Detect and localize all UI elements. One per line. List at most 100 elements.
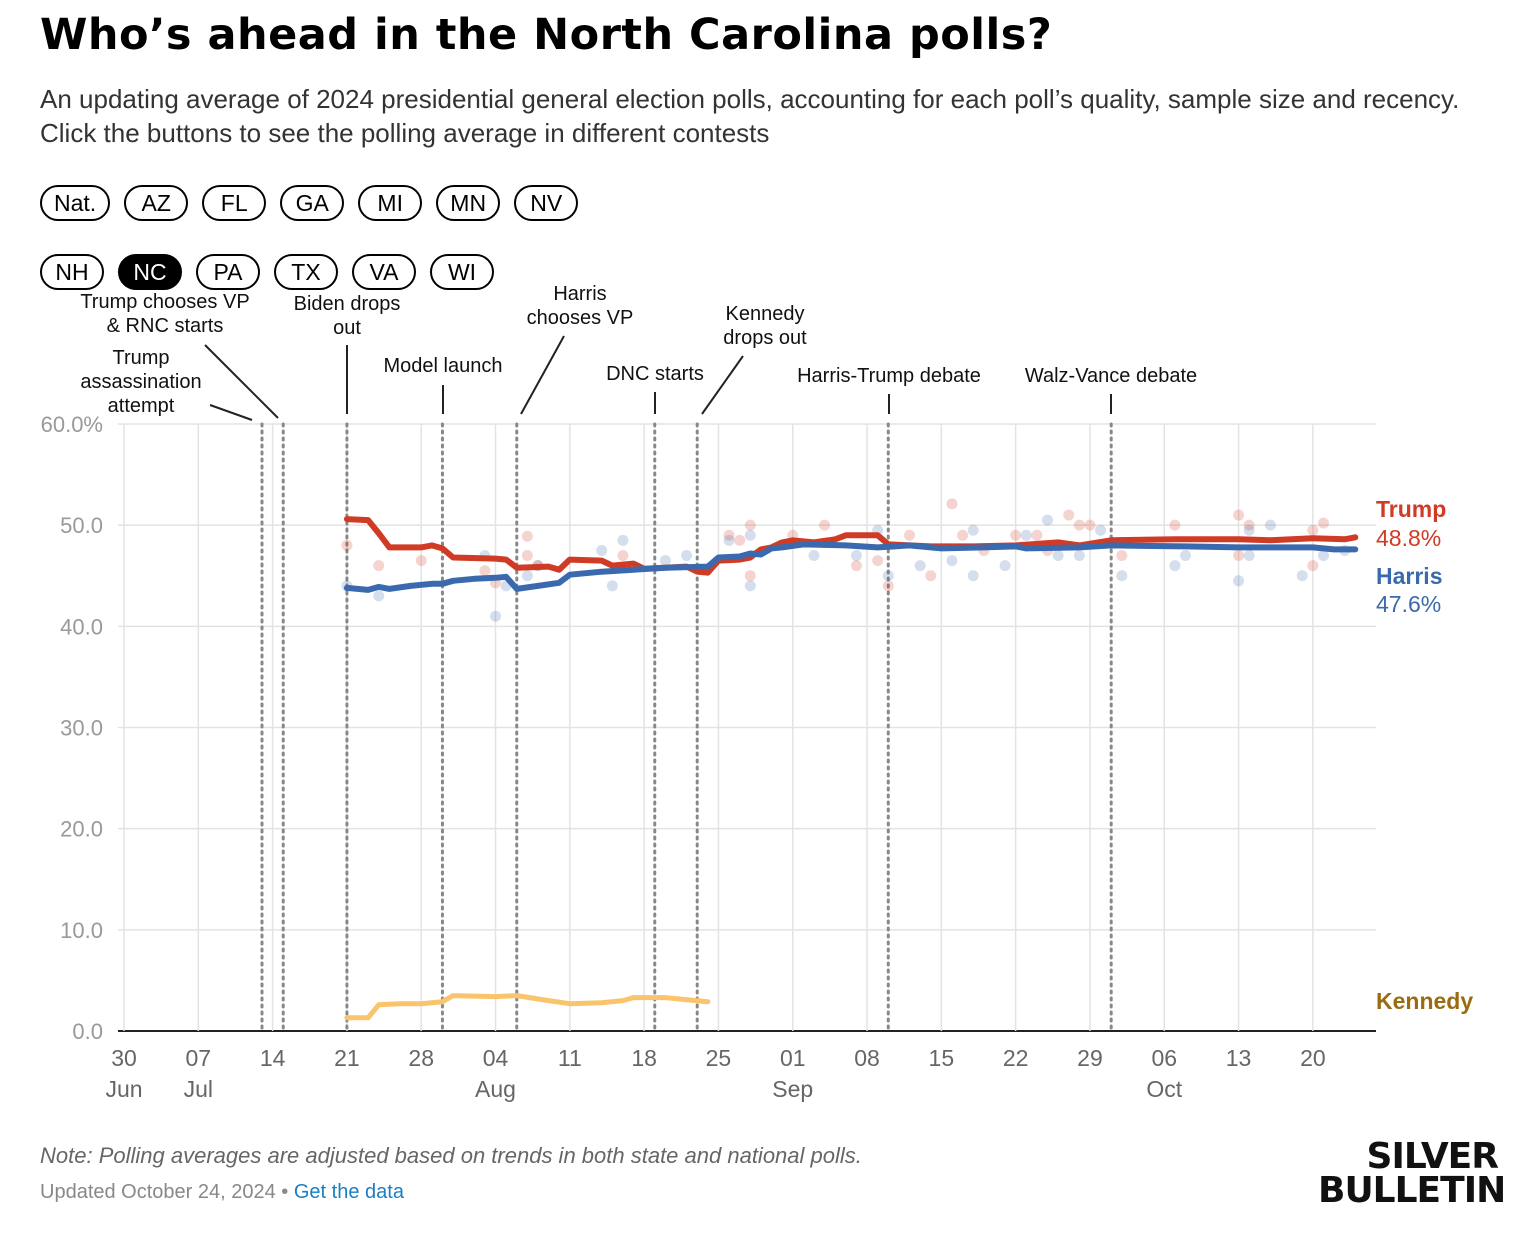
state-button-nh[interactable]: NH	[40, 254, 104, 290]
y-tick-label: 60.0%	[41, 412, 103, 437]
poll-dot-harris	[1095, 524, 1107, 536]
event-leader-line	[209, 404, 253, 421]
state-button-wi[interactable]: WI	[430, 254, 494, 290]
x-month-label: Sep	[772, 1076, 813, 1102]
event-label: Kennedy	[726, 303, 805, 325]
poll-dot-harris	[946, 555, 958, 567]
poll-dot-trump	[521, 530, 533, 542]
poll-dot-trump	[1307, 560, 1319, 572]
x-tick-label: 20	[1300, 1045, 1326, 1071]
poll-dot-harris	[659, 555, 671, 567]
poll-dot-trump	[744, 519, 756, 531]
x-month-label: Aug	[475, 1076, 516, 1102]
poll-dot-harris	[967, 570, 979, 582]
poll-dot-trump	[1073, 519, 1085, 531]
poll-dot-trump	[1063, 509, 1075, 521]
poll-dot-trump	[1233, 550, 1245, 562]
x-tick-label: 11	[558, 1045, 582, 1071]
page-title: Who’s ahead in the North Carolina polls?	[40, 10, 1053, 60]
poll-dot-trump	[1031, 529, 1043, 541]
poll-dot-harris	[1042, 514, 1054, 526]
x-tick-label: 21	[334, 1045, 360, 1071]
state-button-az[interactable]: AZ	[124, 185, 189, 221]
event-label: Biden drops	[294, 293, 401, 315]
y-tick-label: 0.0	[72, 1019, 103, 1044]
poll-dot-harris	[914, 560, 926, 572]
y-tick-label: 30.0	[60, 716, 103, 741]
legend-label-kennedy: Kennedy	[1376, 988, 1473, 1014]
state-button-va[interactable]: VA	[352, 254, 416, 290]
poll-dot-harris	[1264, 519, 1276, 531]
x-month-label: Oct	[1146, 1076, 1182, 1102]
poll-dot-trump	[415, 555, 427, 567]
poll-dot-trump	[373, 560, 385, 572]
x-month-label: Jun	[105, 1076, 142, 1102]
state-buttons-row-2: NH NC PA TX VA WI	[40, 254, 494, 290]
poll-dot-trump	[957, 529, 969, 541]
poll-dot-harris	[1243, 524, 1255, 536]
x-month-label: Jul	[184, 1076, 213, 1102]
poll-dot-harris	[1180, 550, 1191, 562]
legend-label-trump: Trump	[1376, 496, 1446, 522]
poll-dot-harris	[490, 610, 502, 622]
event-label: Walz-Vance debate	[1025, 365, 1197, 387]
poll-dot-trump	[819, 519, 831, 531]
poll-dot-harris	[1317, 550, 1329, 562]
poll-dot-trump	[872, 555, 884, 567]
state-button-nc[interactable]: NC	[118, 254, 182, 290]
poll-dot-trump	[1169, 519, 1181, 531]
poll-dot-harris	[1052, 550, 1064, 562]
state-button-pa[interactable]: PA	[196, 254, 260, 290]
poll-dot-harris	[1116, 570, 1128, 582]
poll-dot-trump	[341, 539, 353, 551]
state-button-tx[interactable]: TX	[274, 254, 338, 290]
event-label: out	[333, 317, 361, 339]
event-leader-line	[520, 335, 565, 415]
state-button-nat[interactable]: Nat.	[40, 185, 111, 221]
y-tick-label: 50.0	[60, 513, 103, 538]
state-button-mi[interactable]: MI	[358, 185, 423, 221]
final-value-trump: 48.8%	[1376, 525, 1441, 551]
x-tick-label: 30	[111, 1045, 137, 1071]
x-tick-label: 01	[780, 1045, 806, 1071]
event-label: drops out	[723, 327, 807, 349]
state-button-ga[interactable]: GA	[280, 185, 345, 221]
poll-dot-harris	[1296, 570, 1308, 582]
series-line-kennedy	[344, 993, 711, 1021]
poll-dot-trump	[1307, 524, 1319, 536]
y-tick-label: 10.0	[60, 918, 103, 943]
poll-dot-harris	[744, 580, 756, 592]
poll-dot-trump	[925, 570, 937, 582]
poll-dot-trump	[1010, 529, 1022, 541]
x-tick-label: 15	[929, 1045, 955, 1071]
event-label: assassination	[80, 371, 201, 393]
poll-dot-harris	[617, 534, 629, 546]
state-button-nv[interactable]: NV	[514, 185, 579, 221]
poll-dot-trump	[946, 498, 958, 510]
poll-dot-trump	[734, 534, 746, 546]
event-label: Trump	[112, 347, 169, 369]
event-label: Harris-Trump debate	[797, 365, 981, 387]
x-tick-label: 18	[631, 1045, 657, 1071]
y-tick-label: 40.0	[60, 614, 103, 639]
event-label: chooses VP	[527, 307, 634, 329]
poll-dot-harris	[606, 580, 618, 592]
poll-dot-trump	[850, 560, 862, 572]
event-label: DNC starts	[606, 363, 704, 385]
poll-dot-harris	[723, 534, 735, 546]
poll-dot-harris	[1020, 529, 1032, 541]
state-button-fl[interactable]: FL	[202, 185, 267, 221]
silver-bulletin-logo: SILVER BULLETIN	[1318, 1139, 1506, 1211]
x-tick-label: 06	[1151, 1045, 1177, 1071]
series-line-harris	[343, 541, 1359, 593]
get-data-link[interactable]: Get the data	[293, 1181, 404, 1203]
poll-dot-trump	[1116, 550, 1128, 562]
state-button-mn[interactable]: MN	[436, 185, 501, 221]
updated-date: Updated October 24, 2024	[40, 1181, 276, 1203]
logo-line-2: BULLETIN	[1318, 1170, 1506, 1211]
poll-dot-harris	[850, 550, 862, 562]
x-tick-label: 07	[186, 1045, 212, 1071]
poll-dot-trump	[882, 580, 894, 592]
